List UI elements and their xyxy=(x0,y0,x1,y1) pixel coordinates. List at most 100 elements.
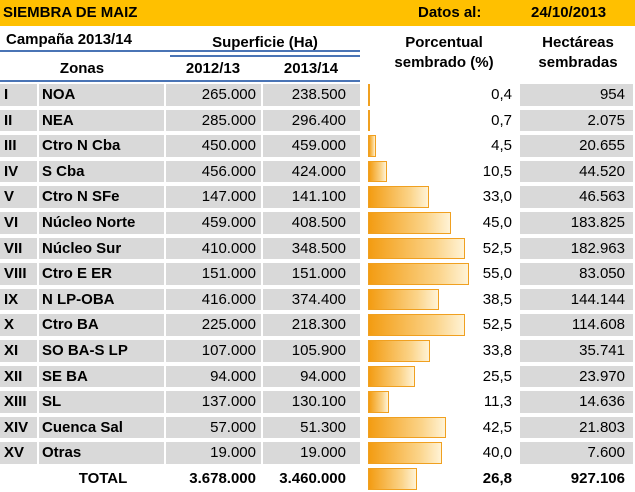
surface-2012-13: 225.000 xyxy=(166,314,261,336)
table-row: VIII Ctro E ER 151.000 151.000 55,0 83.050 xyxy=(0,261,635,287)
year1-header: 2012/13 xyxy=(185,60,241,77)
table-body: I NOA 265.000 238.500 0,4 954 II NEA 285.000 296.… xyxy=(0,82,635,492)
percent-value: 25,5 xyxy=(482,367,512,385)
surface-2013-14: 141.100 xyxy=(263,186,360,208)
zone-name: Ctro N SFe xyxy=(39,186,164,208)
percent-bar xyxy=(368,237,465,260)
percent-value: 0,4 xyxy=(491,86,512,103)
table-row: XIII SL 137.000 130.100 11,3 14.636 xyxy=(0,389,635,415)
percent-bar xyxy=(368,467,418,490)
zone-name: Otras xyxy=(39,442,164,464)
hectares-sown: 20.655 xyxy=(520,135,633,157)
surface-2012-13: 456.000 xyxy=(166,160,261,183)
surface-2013-14: 408.500 xyxy=(263,211,360,234)
zone-name: Ctro E ER xyxy=(39,263,164,285)
percent-value: 10,5 xyxy=(482,162,512,180)
sheet-title: SIEMBRA DE MAIZ xyxy=(3,4,138,21)
zone-name: SE BA xyxy=(39,365,164,388)
total-row: TOTAL 3.678.000 3.460.000 26,8 927.106 xyxy=(0,465,635,492)
hectares-sown: 14.636 xyxy=(520,391,633,413)
percent-value: 45,0 xyxy=(482,213,512,231)
table-row: II NEA 285.000 296.400 0,7 2.075 xyxy=(0,108,635,134)
hectares-sown: 114.608 xyxy=(520,314,633,336)
surface-2013-14: 51.300 xyxy=(263,416,360,439)
percent-sown-cell: 25,5 xyxy=(366,365,518,388)
zone-number: VI xyxy=(0,211,37,234)
percent-bar xyxy=(368,135,377,157)
hectares-header-line2: sembradas xyxy=(538,54,618,71)
surface-2013-14: 348.500 xyxy=(263,237,360,260)
table-row: XIV Cuenca Sal 57.000 51.300 42,5 21.803 xyxy=(0,415,635,441)
zone-number: II xyxy=(0,109,37,132)
percent-sown-cell: 38,5 xyxy=(366,288,518,311)
zone-number: V xyxy=(0,186,37,208)
zone-number: VIII xyxy=(0,263,37,285)
surface-2012-13: 450.000 xyxy=(166,135,261,157)
zone-name: TOTAL xyxy=(39,467,164,490)
zone-number: X xyxy=(0,314,37,336)
hectares-header-line1: Hectáreas xyxy=(542,34,614,51)
percent-sown-cell: 33,8 xyxy=(366,339,518,362)
percent-bar xyxy=(368,186,429,208)
zone-name: Cuenca Sal xyxy=(39,416,164,439)
hectares-sown: 954 xyxy=(520,84,633,106)
surface-2013-14: 3.460.000 xyxy=(263,467,360,490)
table-row: III Ctro N Cba 450.000 459.000 4,5 20.655 xyxy=(0,133,635,159)
percent-bar xyxy=(368,109,370,132)
percent-value: 33,0 xyxy=(482,188,512,206)
table-row: XV Otras 19.000 19.000 40,0 7.600 xyxy=(0,440,635,466)
zone-name: S Cba xyxy=(39,160,164,183)
percent-bar xyxy=(368,263,470,285)
zone-name: N LP-OBA xyxy=(39,288,164,311)
zone-number: III xyxy=(0,135,37,157)
header-rule xyxy=(0,50,360,52)
percent-header-line2: sembrado (%) xyxy=(394,54,494,71)
percent-bar xyxy=(368,160,388,183)
percent-bar xyxy=(368,365,416,388)
zone-number: XIII xyxy=(0,391,37,413)
percent-sown-cell: 0,4 xyxy=(366,84,518,106)
surface-2012-13: 137.000 xyxy=(166,391,261,413)
surface-2013-14: 19.000 xyxy=(263,442,360,464)
percent-sown-cell: 4,5 xyxy=(366,135,518,157)
surface-2013-14: 105.900 xyxy=(263,339,360,362)
zone-number: IX xyxy=(0,288,37,311)
surface-2013-14: 424.000 xyxy=(263,160,360,183)
date-label: Datos al: xyxy=(418,4,482,21)
percent-value: 33,8 xyxy=(482,341,512,359)
zone-name: Ctro N Cba xyxy=(39,135,164,157)
percent-sown-cell: 10,5 xyxy=(366,160,518,183)
hectares-sown: 46.563 xyxy=(520,186,633,208)
surface-header: Superficie (Ha) xyxy=(212,34,318,51)
table-row: VII Núcleo Sur 410.000 348.500 52,5 182.963 xyxy=(0,236,635,262)
percent-sown-cell: 45,0 xyxy=(366,211,518,234)
percent-sown-cell: 42,5 xyxy=(366,416,518,439)
table-row: IV S Cba 456.000 424.000 10,5 44.520 xyxy=(0,159,635,185)
table-row: IX N LP-OBA 416.000 374.400 38,5 144.144 xyxy=(0,287,635,313)
zone-number: VII xyxy=(0,237,37,260)
header-rule xyxy=(170,55,360,57)
surface-2012-13: 94.000 xyxy=(166,365,261,388)
surface-2012-13: 19.000 xyxy=(166,442,261,464)
percent-value: 42,5 xyxy=(482,418,512,436)
percent-sown-cell: 52,5 xyxy=(366,314,518,336)
hectares-sown: 35.741 xyxy=(520,339,633,362)
hectares-sown: 21.803 xyxy=(520,416,633,439)
percent-value: 40,0 xyxy=(482,444,512,462)
hectares-sown: 83.050 xyxy=(520,263,633,285)
table-header: Campaña 2013/14 Superficie (Ha) Porcentu… xyxy=(0,27,635,82)
percent-sown-cell: 40,0 xyxy=(366,442,518,464)
surface-2013-14: 94.000 xyxy=(263,365,360,388)
percent-sown-cell: 33,0 xyxy=(366,186,518,208)
percent-header-line1: Porcentual xyxy=(405,34,483,51)
surface-2013-14: 459.000 xyxy=(263,135,360,157)
hectares-sown: 7.600 xyxy=(520,442,633,464)
hectares-sown: 182.963 xyxy=(520,237,633,260)
percent-sown-cell: 0,7 xyxy=(366,109,518,132)
surface-2012-13: 151.000 xyxy=(166,263,261,285)
zones-header: Zonas xyxy=(59,60,105,77)
zone-number: XIV xyxy=(0,416,37,439)
zone-name: Núcleo Sur xyxy=(39,237,164,260)
percent-value: 4,5 xyxy=(491,137,512,155)
